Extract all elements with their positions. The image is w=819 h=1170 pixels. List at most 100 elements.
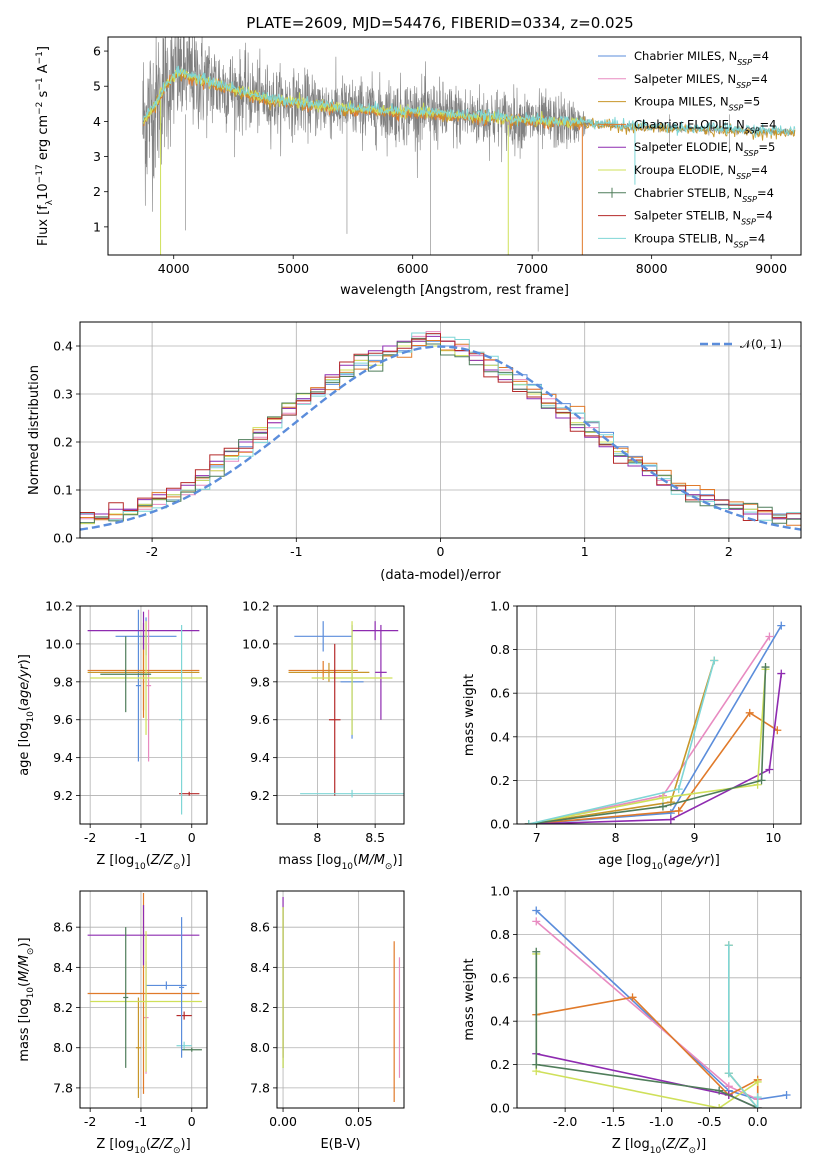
weight-point [532,906,541,915]
y-tick-label: 10.0 [45,636,73,651]
weight-point [724,941,733,950]
axes-frame [276,890,405,1109]
x-axis-label: age [log10(age/yr)] [598,853,720,872]
plot-area [532,906,791,1108]
x-tick-label: 0 [437,544,445,559]
weight-point [658,802,667,811]
panel-weight-vs-Z: -2.0 -1.5 -1.0 -0.5 0.0 0.0 0.2 0.4 0.6 0.8 1.0 Z [… [462,884,802,1156]
x-tick-label: -0.5 [697,1114,721,1129]
weight-point [724,1082,733,1091]
weight-point [782,1090,791,1099]
y-tick-label: 7.8 [53,1080,73,1095]
y-tick-label: 9.4 [53,750,73,765]
x-tick-label: 2 [725,544,733,559]
panel-residuals: -2 -1 0 1 2 0.0 0.1 0.2 0.3 0.4 𝒩(0, 1) (data-model… [27,321,802,583]
x-tick-label: 0.0 [748,1114,768,1129]
x-tick-label: 1 [581,544,589,559]
residual-histogram [80,333,801,521]
x-tick-label: 8.5 [365,830,385,845]
model-spectrum [142,68,583,129]
x-tick-label: 4000 [158,261,190,276]
axes-frame [516,890,802,1109]
legend-label: Kroupa MILES, NSSP=5 [634,95,760,113]
y-tick-label: 9.2 [250,788,270,803]
weight-point [674,806,683,815]
y-tick-label: 9.6 [250,712,270,727]
x-axis-label: mass [log10(M/M⊙)] [278,853,402,872]
plot-area [87,893,202,1098]
y-axis-label: mass weight [462,674,477,756]
x-axis-label: wavelength [Angstrom, rest frame] [340,283,569,298]
x-tick-label: 8000 [636,261,668,276]
x-axis-label: Z [log10(Z/Z⊙)] [612,1137,706,1156]
y-axis-label: mass weight [462,958,477,1040]
x-tick-label: 0 [188,830,196,845]
y-tick-label: 10.2 [45,599,73,614]
legend-label: Chabrier MILES, NSSP=4 [634,49,769,67]
x-tick-label: 9000 [755,261,787,276]
legend-label: Kroupa ELODIE, NSSP=4 [634,163,768,181]
weight-point [777,621,786,630]
x-tick-label: 7 [533,830,541,845]
y-axis-label: mass [log10(M/M⊙)] [17,937,36,1061]
x-tick-label: -1 [290,544,302,559]
legend-label: Salpeter STELIB, NSSP=4 [634,209,773,227]
y-tick-label: 10.0 [242,636,270,651]
x-axis-label: E(B-V) [320,1137,360,1152]
normal-curve [80,345,801,531]
x-axis-label: (data-model)/error [380,568,501,583]
y-tick-label: 8.2 [53,1000,73,1015]
y-tick-label: 6 [93,44,101,59]
y-axis-label: age [log10(age/yr)] [17,654,36,776]
x-tick-label: 10 [765,830,781,845]
legend-label: Salpeter ELODIE, NSSP=5 [634,140,775,158]
panel-mass-vs-Z: -2 -1 0 7.8 8.0 8.2 8.4 8.6 Z [log10(Z/Z⊙)] mass … [17,890,208,1156]
y-tick-label: 0.8 [490,927,510,942]
y-tick-label: 5 [93,79,101,94]
y-tick-label: 8.4 [53,960,73,975]
plot-area [87,609,202,815]
axes-frame [516,605,802,825]
y-tick-label: 8.0 [250,1040,270,1055]
weight-point [761,663,770,672]
y-tick-label: 0.3 [53,387,73,402]
legend-label: Kroupa STELIB, NSSP=4 [634,231,765,249]
y-tick-label: 1.0 [490,599,510,614]
x-tick-label: -1 [135,830,147,845]
weight-line [535,951,759,1108]
residual-histogram [80,337,801,524]
weight-point [765,632,774,641]
weight-point [666,815,675,824]
axes-frame [107,36,802,256]
weight-point [658,793,667,802]
weight-line [728,945,759,1108]
model-spectrum [142,65,796,138]
legend: Chabrier MILES, NSSP=4 Salpeter MILES, NS… [598,49,776,249]
y-tick-label: 0.0 [490,1101,510,1116]
y-tick-label: 10.2 [242,599,270,614]
y-tick-label: 0.4 [53,339,73,354]
weight-point [532,917,541,926]
legend-label: 𝒩(0, 1) [740,337,782,351]
legend-label: Chabrier STELIB, NSSP=4 [634,186,774,204]
panel-age-vs-mass: 8 8.5 9.2 9.4 9.6 9.8 10.0 10.2 mass [log10(M/M⊙… [242,599,405,872]
y-tick-label: 9.2 [53,788,73,803]
weight-point [532,1060,541,1069]
plot-area [282,897,401,1102]
weight-point [765,765,774,774]
weight-point [524,820,533,824]
plot-area [524,621,786,824]
y-tick-label: 0.0 [53,531,73,546]
x-tick-label: -1.5 [601,1114,625,1129]
x-tick-label: -2 [84,1114,96,1129]
x-tick-label: -1 [135,1114,147,1129]
y-tick-label: 0.2 [53,435,73,450]
y-tick-label: 0.6 [490,970,510,985]
panel-mass-vs-EBV: 0.00 0.05 7.8 8.0 8.2 8.4 8.6 E(B-V) [250,890,405,1152]
weight-point [715,1086,724,1095]
weight-line [528,673,783,824]
y-tick-label: 8.6 [53,920,73,935]
y-tick-label: 7.8 [250,1080,270,1095]
y-tick-label: 0.2 [490,1057,510,1072]
